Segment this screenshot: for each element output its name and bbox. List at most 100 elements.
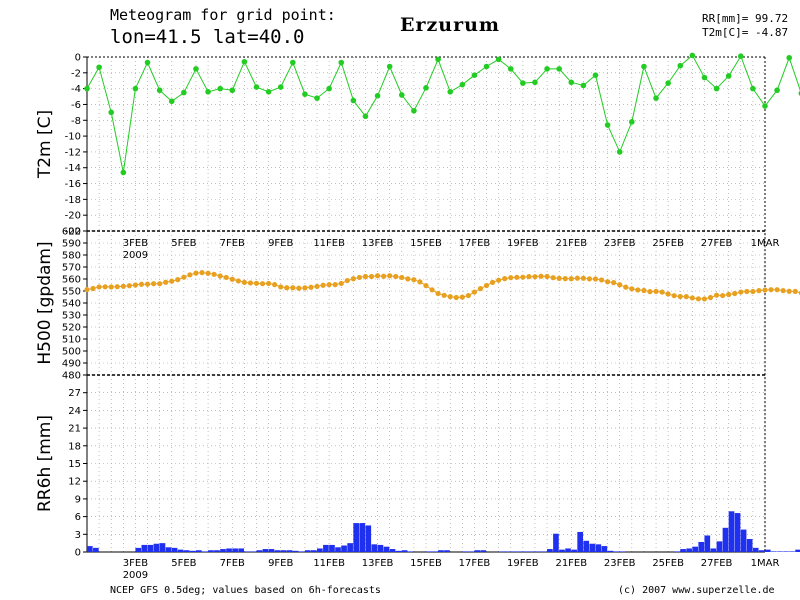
h500-point [683,294,689,300]
h500-point [144,281,151,287]
h500-point [592,276,599,282]
rr6h-xtick-label: 15FEB [410,558,442,569]
h500-point [489,279,496,285]
rr6h-bar [226,548,232,552]
t2m-point [750,85,756,92]
rr6h-bar [462,551,468,552]
h500-point [665,291,671,297]
rr6h-bar [595,544,602,552]
h500-point [477,286,484,292]
rr6h-bar [359,523,366,552]
t2m-point [156,87,163,94]
rr6h-bar [389,549,396,552]
rr6h-bar [783,551,789,552]
t2m-ytick-label: -12 [65,147,81,158]
rr6h-xtick-label: 19FEB [507,558,539,569]
rr6h-xtick-label: 9FEB [268,558,293,569]
rr6h-bar [771,551,777,552]
h500-point [199,270,205,276]
h500-point [266,280,272,287]
rr6h-bar [686,548,692,552]
rr6h-xtick-label: 11FEB [313,558,345,569]
t2m-point [495,56,502,63]
t2m-ytick-label: -22 [65,227,81,238]
rr6h-xtick-label: 17FEB [459,558,491,569]
t2m-point [205,89,211,95]
h500-point [508,275,514,281]
h500-point [429,287,435,293]
h500-point [598,277,605,283]
t2m-point [701,74,708,81]
h500-point [726,291,732,298]
h500-point [259,281,266,287]
t2m-point [398,92,405,98]
h500-line [86,272,800,300]
t2m-point [326,85,332,92]
h500-point [150,281,157,287]
rr6h-bar [335,547,341,552]
t2m-point [253,84,260,90]
t2m-point [762,103,768,109]
rr6h-xtick-label: 13FEB [362,558,394,569]
rr6h-bar [734,513,741,552]
t2m-point [350,97,357,104]
h500-point [253,280,260,286]
rr6h-bar [377,544,384,552]
rr6h-bar [153,543,160,552]
rr6h-bar [135,547,142,552]
h500-point [338,280,344,287]
rr6h-xtick-label: 1MAR [751,558,780,569]
rr6h-bar [304,550,311,552]
h500-point [792,288,798,294]
t2m-point [435,56,441,63]
h500-ytick-label: 580 [62,251,81,262]
t2m-point [374,92,381,99]
rr6h-bar [765,549,771,552]
t2m-point [629,119,635,125]
h500-point [344,277,350,284]
t2m-point [217,85,223,92]
h500-point [157,281,163,287]
rr6h-bar [680,549,686,552]
rr6h-bar [528,551,535,552]
h500-point [350,276,356,282]
rr6h-bar [256,550,263,552]
h500-point [671,293,677,299]
rr6h-bar [401,550,408,552]
h500-ytick-label: 540 [62,299,81,310]
h500-point [532,274,538,280]
t2m-ytick-label: -4 [71,84,81,95]
t2m-point [592,72,599,78]
rr6h-bar [262,549,269,552]
h500-point [326,282,332,288]
t2m-xtick-label: 5FEB [171,238,196,249]
rr6h-bar [547,549,553,552]
rr6h-bar [426,551,432,552]
h500-point [102,284,108,290]
rr6h-bar [692,546,699,552]
h500-ytick-label: 490 [62,359,81,370]
t2m-point [411,107,417,114]
t2m-ytick-label: -14 [65,163,81,174]
t2m-line [86,54,800,173]
rr6h-bar [268,549,275,552]
rr6h-ylabel: RR6h [mm] [35,415,55,512]
h500-point [465,292,471,299]
t2m-point [568,79,575,86]
rr6h-bar [504,551,511,552]
h500-point [205,270,211,276]
rr6h-ytick-label: 15 [68,459,81,470]
rr6h-bar [147,544,154,552]
h500-point [84,286,90,293]
t2m-point [532,79,538,86]
rr6h-xtick-label: 21FEB [555,558,587,569]
h500-point [211,271,217,277]
h500-point [284,285,290,291]
t2m-point [423,85,429,91]
rr6h-xtick-label: 3FEB [123,558,148,569]
h500-ytick-label: 550 [62,287,81,298]
h500-point [405,276,411,282]
h500-ytick-label: 500 [62,347,81,358]
t2m-point [616,149,623,155]
h500-ytick-label: 520 [62,323,81,334]
